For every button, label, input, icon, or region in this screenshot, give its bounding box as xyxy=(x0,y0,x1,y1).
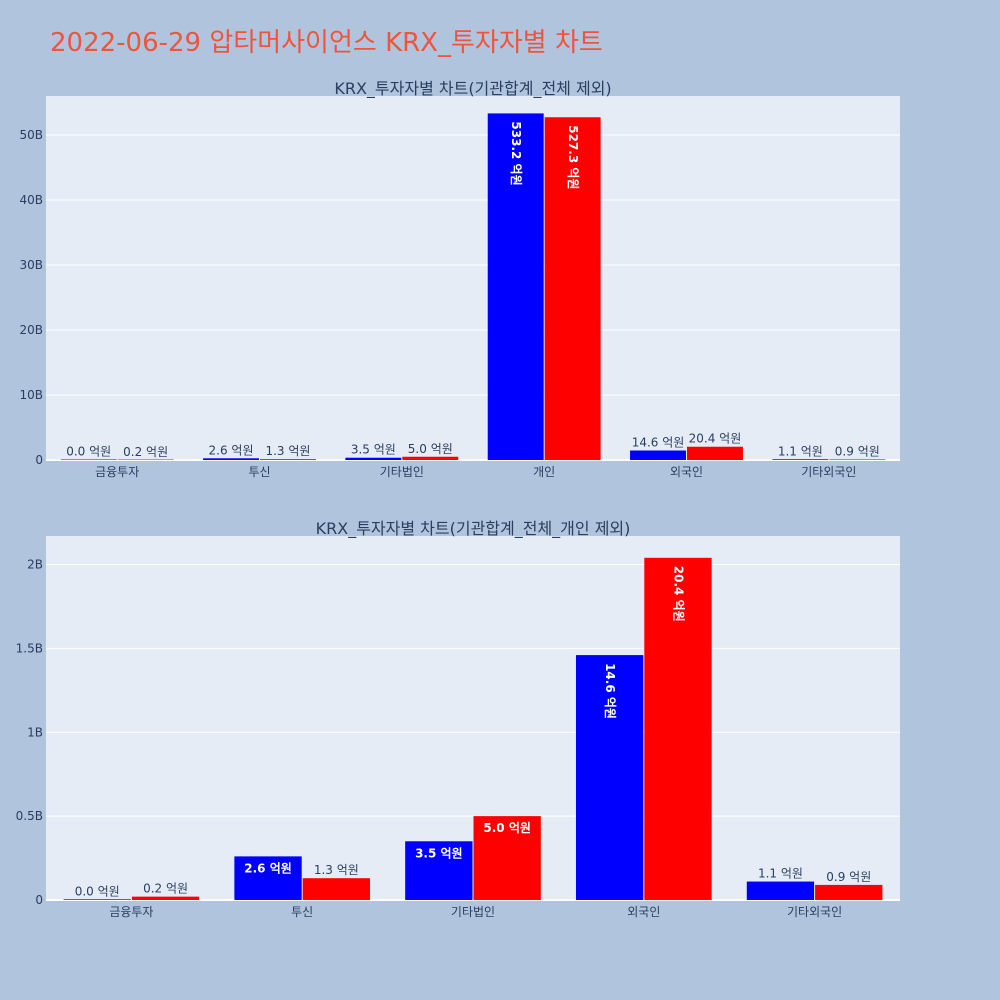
bar-series-a xyxy=(203,458,259,460)
data-label: 0.9 억원 xyxy=(835,444,880,458)
bar-series-a xyxy=(234,856,302,900)
data-label: 0.9 억원 xyxy=(826,870,871,884)
bar-series-b xyxy=(687,446,743,460)
bar-series-b xyxy=(402,456,459,460)
bar-series-a xyxy=(575,655,644,900)
data-label: 0.2 억원 xyxy=(123,445,168,459)
bar-series-b xyxy=(644,557,712,900)
bar-series-a xyxy=(63,899,131,900)
data-label: 14.6 억원 xyxy=(603,663,617,719)
data-label: 0.0 억원 xyxy=(75,884,120,898)
bar-series-b xyxy=(260,459,316,460)
y-tick-label: 40B xyxy=(19,193,43,207)
bar-series-a xyxy=(487,113,544,461)
y-tick-label: 1.5B xyxy=(16,641,43,655)
bar-series-a xyxy=(772,459,829,460)
x-tick-label: 금융투자 xyxy=(95,465,139,479)
y-tick-label: 2B xyxy=(27,558,43,572)
x-tick-label: 기타외국인 xyxy=(787,905,842,919)
bar-series-b xyxy=(131,896,200,900)
bar-series-b xyxy=(544,117,601,460)
data-label: 0.0 억원 xyxy=(66,445,111,459)
bar-series-a xyxy=(405,841,473,900)
bar-series-b xyxy=(815,884,883,900)
data-label: 20.4 억원 xyxy=(689,432,742,446)
x-tick-label: 외국인 xyxy=(670,465,703,479)
x-tick-label: 투신 xyxy=(248,465,270,479)
data-label: 20.4 억원 xyxy=(671,566,685,622)
y-tick-label: 50B xyxy=(19,128,43,142)
data-label: 2.6 억원 xyxy=(244,861,292,875)
y-tick-label: 20B xyxy=(19,323,43,337)
data-label: 533.2 억원 xyxy=(509,121,523,185)
plot-area xyxy=(46,96,900,460)
data-label: 1.1 억원 xyxy=(778,444,823,458)
y-tick-label: 0 xyxy=(35,893,43,907)
data-label: 5.0 억원 xyxy=(483,821,531,835)
data-label: 0.2 억원 xyxy=(143,882,188,896)
bar-series-b xyxy=(302,878,371,900)
data-label: 5.0 억원 xyxy=(408,442,453,456)
chart-title: KRX_투자자별 차트(기관합계_전체 제외) xyxy=(334,79,611,99)
data-label: 1.3 억원 xyxy=(314,863,359,877)
chart-institution-excluded: KRX_투자자별 차트(기관합계_전체 제외) 0 10B 20B 30B 40B 50B 금… xyxy=(19,79,900,479)
bar-series-b xyxy=(473,816,541,900)
x-tick-label: 기타외국인 xyxy=(801,465,856,479)
data-label: 1.1 억원 xyxy=(758,867,803,881)
x-tick-label: 기타법인 xyxy=(380,465,424,479)
y-tick-label: 30B xyxy=(19,258,43,272)
x-tick-label: 투신 xyxy=(291,905,313,919)
x-tick-label: 금융투자 xyxy=(109,905,153,919)
bar-series-a xyxy=(345,457,402,460)
data-label: 3.5 억원 xyxy=(415,846,463,860)
y-tick-label: 0 xyxy=(35,453,43,467)
chart-title: KRX_투자자별 차트(기관합계_전체_개인 제외) xyxy=(316,519,631,539)
data-label: 2.6 억원 xyxy=(209,443,254,457)
y-tick-label: 0.5B xyxy=(16,809,43,823)
data-label: 1.3 억원 xyxy=(265,444,310,458)
chart-institution-individual-excluded: KRX_투자자별 차트(기관합계_전체_개인 제외) 0 0.5B 1B 1.5B 2B 금… xyxy=(16,519,900,919)
x-tick-label: 개인 xyxy=(533,465,555,479)
data-label: 14.6 억원 xyxy=(632,436,685,450)
bar-series-b xyxy=(117,459,174,460)
data-label: 527.3 억원 xyxy=(566,125,580,189)
x-tick-label: 외국인 xyxy=(627,905,660,919)
y-tick-label: 10B xyxy=(19,388,43,402)
bar-series-a xyxy=(630,450,686,460)
bar-series-a xyxy=(746,881,815,900)
y-tick-label: 1B xyxy=(27,725,43,739)
x-tick-label: 기타법인 xyxy=(451,905,495,919)
bar-series-b xyxy=(829,459,886,460)
data-label: 3.5 억원 xyxy=(351,443,396,457)
bar-series-a xyxy=(60,459,117,460)
plot-area xyxy=(46,536,900,900)
page-title: 2022-06-29 압타머사이언스 KRX_투자자별 차트 xyxy=(50,28,603,58)
